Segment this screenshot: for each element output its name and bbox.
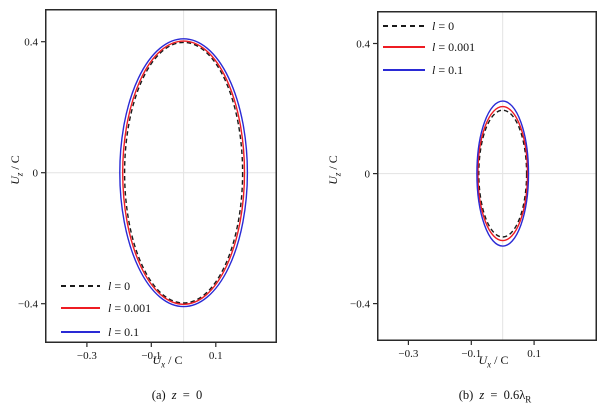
x-axis-label-a: Ux / C xyxy=(152,353,183,370)
x-tick-label: −0.3 xyxy=(77,350,97,362)
x-axis-label-b: Ux / C xyxy=(478,353,509,370)
y-tick-label: −0.4 xyxy=(350,299,370,311)
x-tick-label: −0.1 xyxy=(141,350,161,362)
panel-a-chart: −0.3 −0.1 0.1 0.4 0 −0.4 xyxy=(18,9,277,362)
x-tick-label: −0.3 xyxy=(398,348,418,360)
y-tick-label: 0 xyxy=(365,169,371,181)
caption-a: (a) z = 0 xyxy=(151,388,203,402)
y-tick-label: 0.4 xyxy=(356,39,370,51)
panel-a-plot-area: −0.3 −0.1 0.1 0.4 0 −0.4 l = 0 l = 0.001 l = … xyxy=(18,9,277,362)
orbit-ellipse-solid xyxy=(477,105,529,242)
orbit-ellipse-solid xyxy=(119,38,249,308)
panel-b-chart: −0.3 −0.1 0.1 0.4 0 −0.4 xyxy=(350,11,597,360)
orbit-ellipse-solid xyxy=(476,100,530,247)
x-tick-label: −0.1 xyxy=(461,348,481,360)
caption-b: (b) z = 0.6λR xyxy=(458,388,532,405)
y-axis-label-b: Uz / C xyxy=(326,155,343,185)
y-tick-label: −0.4 xyxy=(18,299,38,311)
orbit-ellipse-solid xyxy=(122,40,246,306)
y-tick-label: 0.4 xyxy=(24,37,38,49)
x-tick-label: 0.1 xyxy=(209,350,223,362)
y-axis-label-a: Uz / C xyxy=(8,155,25,185)
panel-b-plot-area: −0.3 −0.1 0.1 0.4 0 −0.4 l = 0 l = 0.001 l = … xyxy=(350,11,597,360)
orbit-ellipse-dashed xyxy=(478,109,528,238)
y-tick-label: 0 xyxy=(33,168,39,180)
plot-frame xyxy=(377,11,597,341)
orbit-ellipse-dashed xyxy=(123,41,244,304)
x-tick-label: 0.1 xyxy=(527,348,541,360)
plot-frame xyxy=(45,9,277,343)
